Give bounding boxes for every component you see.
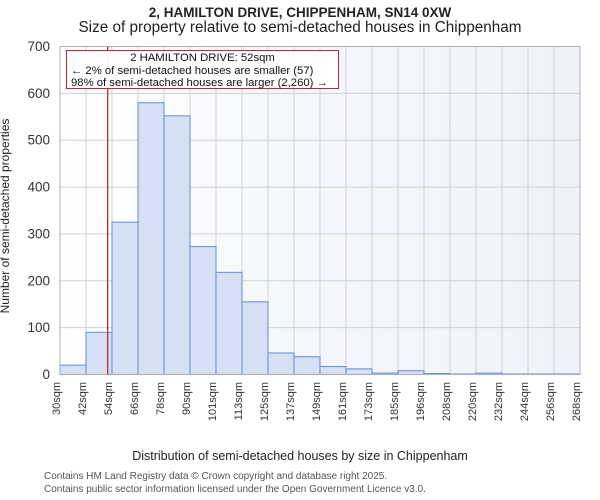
svg-text:400: 400 — [27, 180, 50, 195]
svg-text:185sqm: 185sqm — [389, 382, 401, 421]
svg-text:244sqm: 244sqm — [519, 382, 531, 421]
svg-text:700: 700 — [27, 39, 50, 54]
svg-text:173sqm: 173sqm — [363, 382, 375, 421]
svg-text:100: 100 — [27, 320, 50, 335]
svg-text:30sqm: 30sqm — [51, 382, 63, 415]
svg-text:54sqm: 54sqm — [103, 382, 115, 415]
svg-text:66sqm: 66sqm — [129, 382, 141, 415]
svg-text:161sqm: 161sqm — [337, 382, 349, 421]
svg-text:113sqm: 113sqm — [233, 382, 245, 420]
svg-text:0: 0 — [42, 367, 50, 382]
svg-text:600: 600 — [27, 86, 50, 101]
svg-text:268sqm: 268sqm — [571, 382, 583, 421]
svg-text:137sqm: 137sqm — [285, 382, 297, 421]
svg-text:200: 200 — [27, 273, 50, 288]
svg-text:78sqm: 78sqm — [155, 382, 167, 415]
svg-text:256sqm: 256sqm — [545, 382, 557, 421]
svg-text:500: 500 — [27, 133, 50, 148]
svg-text:196sqm: 196sqm — [415, 382, 427, 421]
svg-text:300: 300 — [27, 226, 50, 241]
svg-text:208sqm: 208sqm — [441, 382, 453, 421]
svg-text:42sqm: 42sqm — [77, 382, 89, 415]
svg-text:149sqm: 149sqm — [311, 382, 323, 421]
svg-text:220sqm: 220sqm — [467, 382, 479, 421]
svg-text:101sqm: 101sqm — [207, 382, 219, 421]
svg-text:232sqm: 232sqm — [493, 382, 505, 421]
svg-text:125sqm: 125sqm — [259, 382, 271, 421]
svg-text:90sqm: 90sqm — [181, 382, 193, 415]
